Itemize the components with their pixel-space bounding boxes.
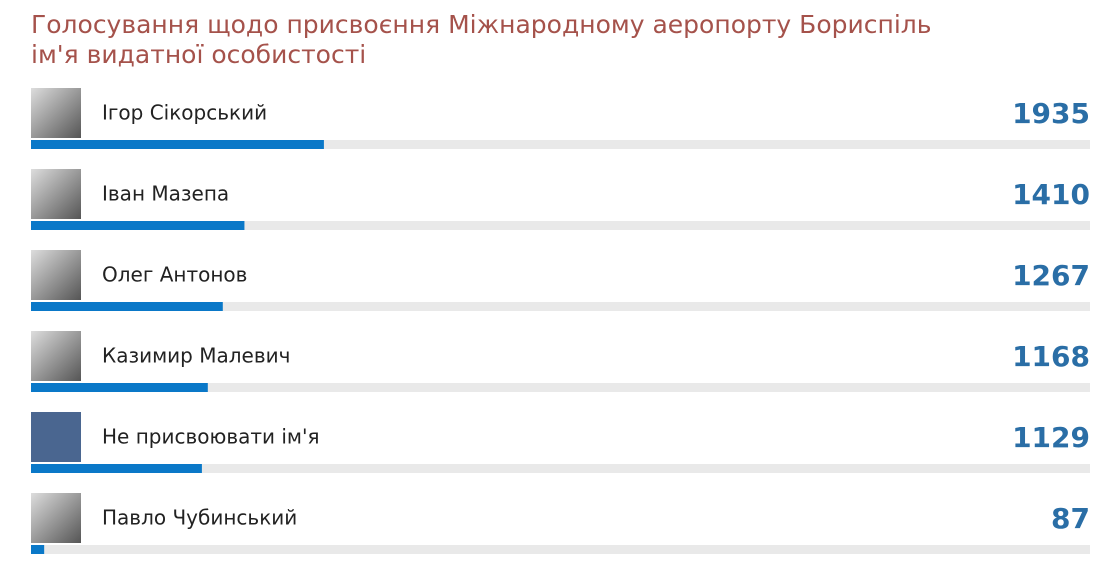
bar — [31, 302, 223, 311]
photo — [31, 169, 81, 219]
bar-track — [31, 221, 1090, 230]
vote-count: 87 — [1051, 502, 1090, 535]
candidate-name: Павло Чубинський — [102, 506, 297, 530]
bar — [31, 383, 208, 392]
title: Голосування щодо присвоєння Міжнародному… — [31, 10, 931, 39]
bar — [31, 221, 245, 230]
bar — [31, 464, 202, 473]
bar-track — [31, 464, 1090, 473]
candidate-name: Казимир Малевич — [102, 344, 290, 368]
vote-count: 1935 — [1012, 97, 1090, 130]
candidate-name: Іван Мазепа — [102, 182, 229, 206]
bar-track — [31, 383, 1090, 392]
vote-count: 1267 — [1012, 259, 1090, 292]
bar-track — [31, 302, 1090, 311]
candidate-name: Не присвоювати ім'я — [102, 425, 320, 449]
vote-count: 1168 — [1012, 340, 1090, 373]
photo — [31, 88, 81, 138]
bar-track — [31, 140, 1090, 149]
bar-track — [31, 545, 1090, 554]
bar — [31, 545, 45, 554]
bar — [31, 140, 324, 149]
candidate-name: Ігор Сікорський — [102, 101, 267, 125]
title: ім'я видатної особистості — [31, 40, 366, 69]
photo — [31, 412, 81, 462]
vote-count: 1410 — [1012, 178, 1090, 211]
photo — [31, 331, 81, 381]
results: Ігор Сікорський 1935 Іван Мазепа 1410 Олег А… — [31, 88, 1090, 554]
candidate-name: Олег Антонов — [102, 263, 247, 287]
photo — [31, 493, 81, 543]
vote-count: 1129 — [1012, 421, 1090, 454]
photo — [31, 250, 81, 300]
